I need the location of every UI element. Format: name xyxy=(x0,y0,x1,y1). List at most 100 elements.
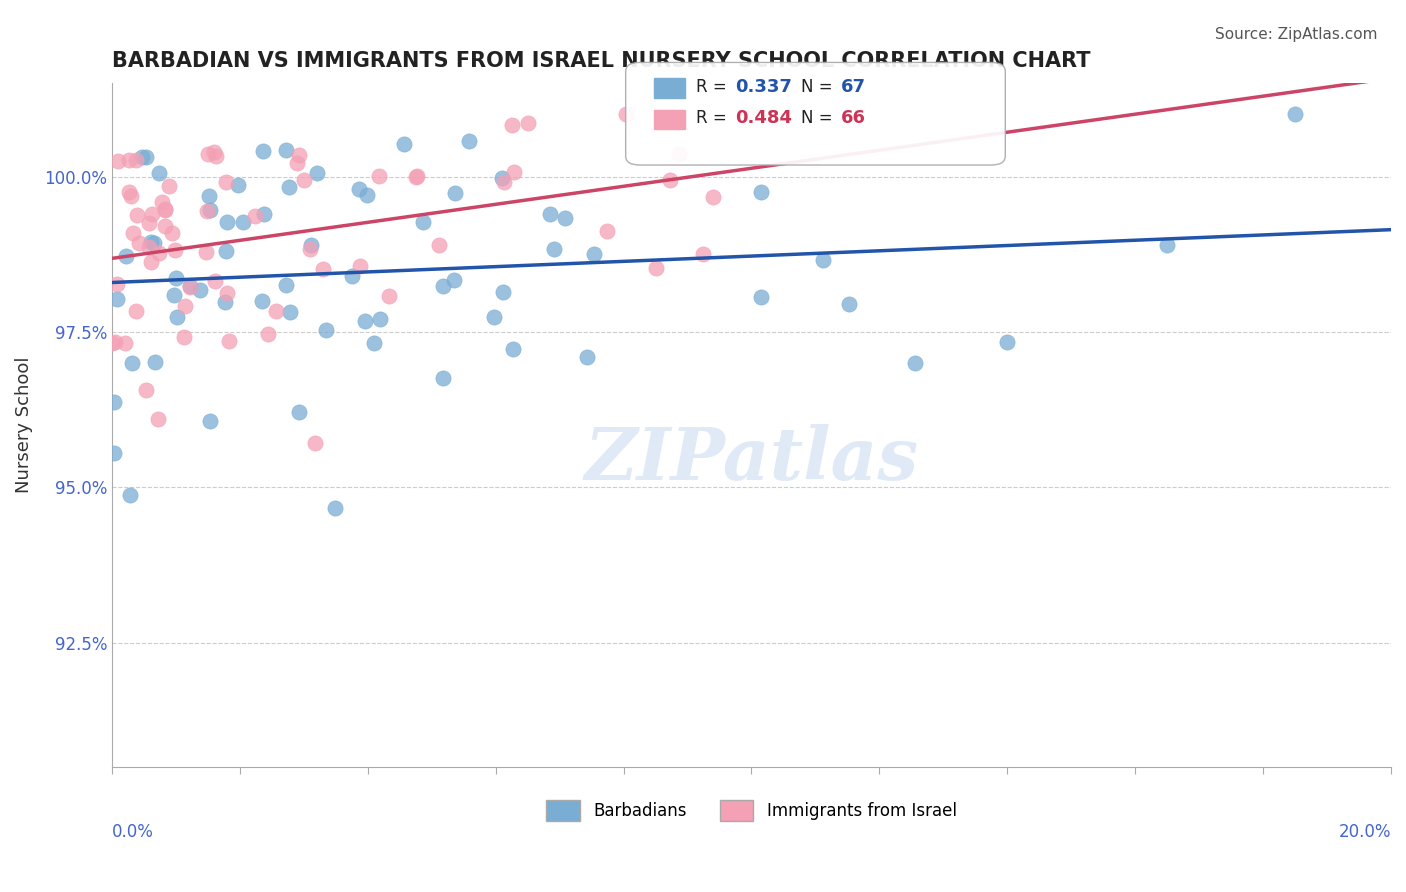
Immigrants from Israel xyxy=(174,299,197,313)
Immigrants from Israel xyxy=(692,247,714,261)
Immigrants from Israel xyxy=(146,412,169,426)
Barbadians xyxy=(315,323,337,337)
Immigrants from Israel xyxy=(256,326,278,341)
Text: BARBADIAN VS IMMIGRANTS FROM ISRAEL NURSERY SCHOOL CORRELATION CHART: BARBADIAN VS IMMIGRANTS FROM ISRAEL NURS… xyxy=(112,51,1091,70)
Immigrants from Israel xyxy=(501,118,523,132)
Immigrants from Israel xyxy=(264,304,287,318)
Barbadians xyxy=(458,134,481,148)
Immigrants from Israel xyxy=(405,169,427,184)
Barbadians xyxy=(135,150,157,164)
Barbadians xyxy=(148,166,170,180)
Immigrants from Israel xyxy=(128,235,150,250)
Immigrants from Israel xyxy=(148,246,170,260)
Barbadians xyxy=(749,290,772,304)
Immigrants from Israel xyxy=(120,189,142,203)
Immigrants from Israel xyxy=(202,145,225,160)
Barbadians xyxy=(1284,107,1306,121)
Immigrants from Israel xyxy=(118,153,141,168)
Barbadians xyxy=(363,336,385,351)
Immigrants from Israel xyxy=(614,107,637,121)
Immigrants from Israel xyxy=(494,175,516,189)
Immigrants from Israel xyxy=(204,274,226,288)
Immigrants from Israel xyxy=(367,169,389,183)
Legend: Barbadians, Immigrants from Israel: Barbadians, Immigrants from Israel xyxy=(540,794,963,827)
Immigrants from Israel xyxy=(195,244,218,259)
Barbadians xyxy=(305,165,328,179)
Immigrants from Israel xyxy=(160,226,183,240)
Immigrants from Israel xyxy=(179,280,201,294)
Immigrants from Israel xyxy=(125,153,148,167)
Immigrants from Israel xyxy=(114,335,136,350)
Text: R =: R = xyxy=(696,78,733,96)
Immigrants from Israel xyxy=(377,289,399,303)
Barbadians xyxy=(575,350,598,364)
Barbadians xyxy=(582,247,605,261)
Immigrants from Israel xyxy=(243,209,266,223)
Immigrants from Israel xyxy=(139,254,162,268)
Barbadians xyxy=(443,186,465,201)
Immigrants from Israel xyxy=(740,107,762,121)
Barbadians xyxy=(904,356,927,370)
Immigrants from Israel xyxy=(304,436,326,450)
Immigrants from Israel xyxy=(215,175,238,189)
Barbadians xyxy=(166,270,188,285)
Barbadians xyxy=(215,215,238,229)
Barbadians xyxy=(252,145,274,159)
Barbadians xyxy=(354,313,377,327)
Immigrants from Israel xyxy=(125,303,148,318)
Barbadians xyxy=(347,182,370,196)
Immigrants from Israel xyxy=(122,227,145,241)
Barbadians xyxy=(114,249,136,263)
Barbadians xyxy=(121,356,143,370)
Barbadians xyxy=(554,211,576,225)
Immigrants from Israel xyxy=(107,154,129,169)
Immigrants from Israel xyxy=(197,147,219,161)
Immigrants from Israel xyxy=(596,224,619,238)
Barbadians xyxy=(325,500,347,515)
Barbadians xyxy=(274,277,297,292)
Immigrants from Israel xyxy=(118,185,141,199)
Immigrants from Israel xyxy=(165,243,187,257)
Text: N =: N = xyxy=(801,109,838,127)
Barbadians xyxy=(491,171,513,186)
Barbadians xyxy=(1156,237,1178,252)
Barbadians xyxy=(188,283,211,297)
Immigrants from Israel xyxy=(644,261,666,276)
Immigrants from Israel xyxy=(516,116,538,130)
Barbadians xyxy=(250,293,273,308)
Immigrants from Israel xyxy=(668,146,690,161)
Text: 0.0%: 0.0% xyxy=(112,823,153,841)
Barbadians xyxy=(484,310,506,324)
Text: 67: 67 xyxy=(841,78,866,96)
Text: 0.484: 0.484 xyxy=(735,109,793,127)
Barbadians xyxy=(163,288,186,302)
Immigrants from Israel xyxy=(217,285,239,300)
Text: 20.0%: 20.0% xyxy=(1339,823,1391,841)
Text: ZIPatlas: ZIPatlas xyxy=(585,424,918,495)
Barbadians xyxy=(232,215,254,229)
Immigrants from Israel xyxy=(141,207,163,221)
Barbadians xyxy=(179,279,201,293)
Barbadians xyxy=(838,297,860,311)
Immigrants from Israel xyxy=(195,203,218,218)
Immigrants from Israel xyxy=(173,330,195,344)
Barbadians xyxy=(214,294,236,309)
Immigrants from Israel xyxy=(150,194,173,209)
Text: 0.337: 0.337 xyxy=(735,78,792,96)
Text: 66: 66 xyxy=(841,109,866,127)
Immigrants from Israel xyxy=(298,242,321,256)
Barbadians xyxy=(226,178,249,192)
Immigrants from Israel xyxy=(658,172,681,186)
Barbadians xyxy=(139,235,162,250)
Immigrants from Israel xyxy=(406,169,429,183)
Barbadians xyxy=(502,342,524,356)
Barbadians xyxy=(166,310,188,324)
Immigrants from Israel xyxy=(159,179,181,194)
Immigrants from Israel xyxy=(285,156,308,170)
Barbadians xyxy=(276,143,298,157)
Immigrants from Israel xyxy=(311,261,333,276)
Immigrants from Israel xyxy=(104,334,127,349)
Barbadians xyxy=(356,188,378,202)
Immigrants from Israel xyxy=(135,383,157,397)
Immigrants from Israel xyxy=(125,208,148,222)
